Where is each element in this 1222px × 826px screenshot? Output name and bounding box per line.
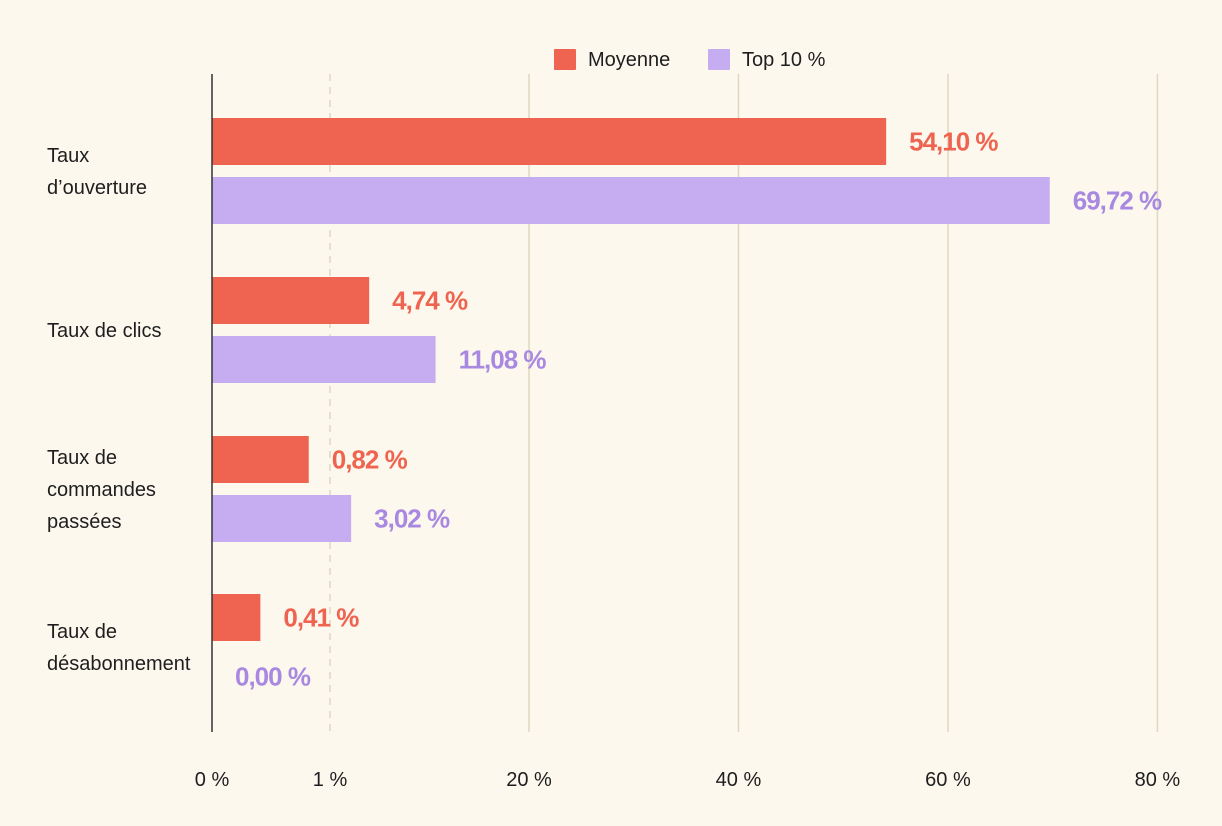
category-label: Taux de clics [47, 320, 162, 342]
x-tick-label: 1 % [313, 769, 348, 791]
data-label: 11,08 % [459, 345, 547, 375]
category-label: Taux d’ouverture [47, 145, 147, 199]
data-label: 3,02 % [374, 504, 450, 534]
legend-label-top10: Top 10 % [742, 49, 826, 71]
bar-moyenne [212, 118, 887, 165]
bar-top10 [212, 177, 1050, 224]
x-tick-label: 40 % [716, 769, 762, 791]
data-label: 0,41 % [283, 603, 359, 633]
category-labels: Taux d’ouverture Taux de clics Taux de comma… [47, 145, 191, 675]
category-label: Taux de désabonnement [47, 621, 191, 675]
value-labels: 54,10 % 4,74 % 0,82 % 0,41 % 69,72 % 11,08 % 3… [235, 127, 1163, 692]
data-label: 0,82 % [332, 445, 408, 475]
x-axis-tick-labels: 0 % 1 % 20 % 40 % 60 % 80 % [195, 769, 1181, 791]
bar-moyenne [212, 436, 309, 483]
bar-top10 [212, 495, 352, 542]
legend: Moyenne Top 10 % [554, 49, 826, 71]
bars [212, 118, 1050, 641]
x-tick-label: 80 % [1135, 769, 1181, 791]
data-label: 69,72 % [1073, 186, 1162, 216]
data-label: 0,00 % [235, 662, 311, 692]
x-tick-label: 20 % [506, 769, 552, 791]
data-label: 4,74 % [392, 286, 468, 316]
grid-lines [329, 74, 1159, 732]
bar-moyenne [212, 594, 261, 641]
bar-top10 [212, 336, 436, 383]
legend-swatch-top10 [708, 49, 730, 70]
legend-label-moyenne: Moyenne [588, 49, 670, 71]
x-tick-label: 0 % [195, 769, 230, 791]
legend-swatch-moyenne [554, 49, 576, 70]
data-label: 54,10 % [909, 127, 998, 157]
bar-moyenne [212, 277, 370, 324]
category-label: Taux de commandes passées [47, 447, 156, 533]
x-tick-label: 60 % [925, 769, 971, 791]
